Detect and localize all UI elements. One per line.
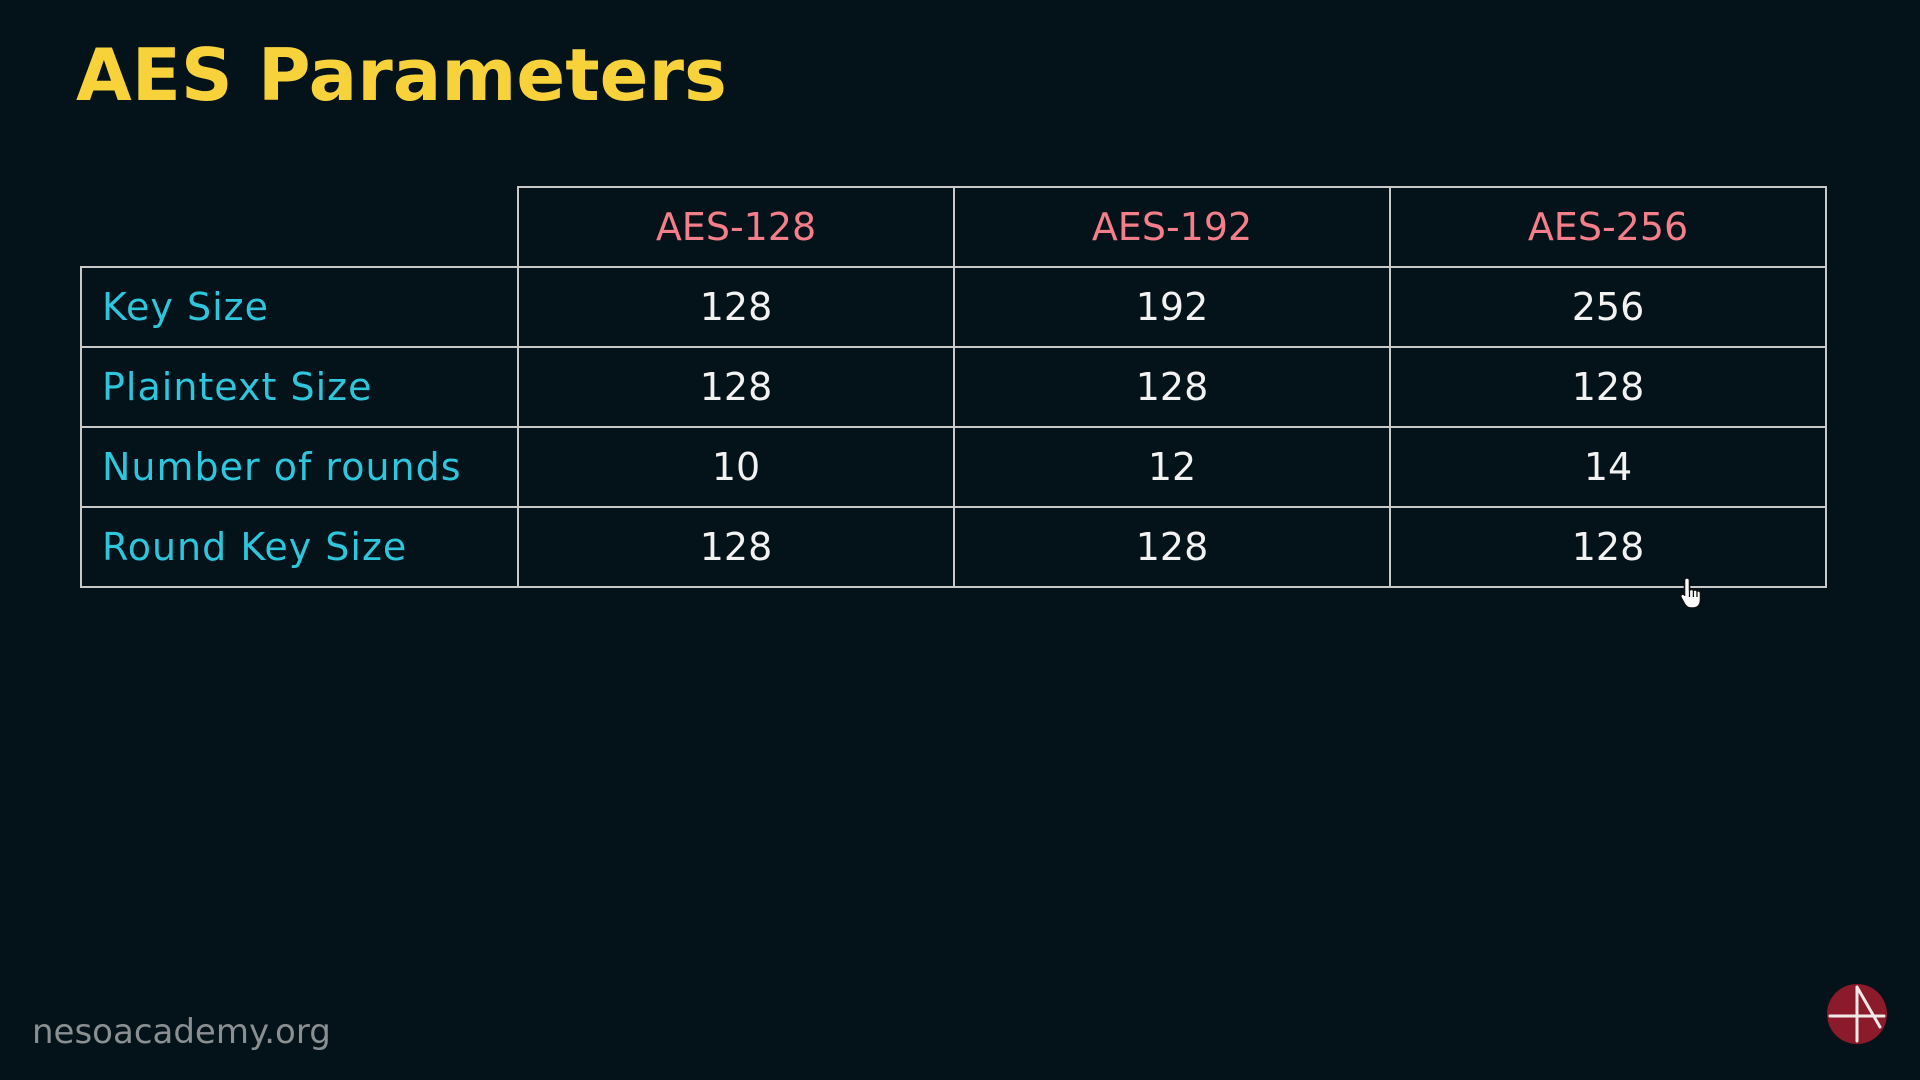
slide-title: AES Parameters [76, 33, 727, 117]
table-header-row: AES-128 AES-192 AES-256 [81, 186, 1827, 268]
table-cell: 10 [517, 426, 955, 508]
row-label-number-of-rounds: Number of rounds [80, 426, 519, 508]
table-row: Key Size 128 192 256 [80, 266, 1827, 348]
row-label-round-key-size: Round Key Size [80, 506, 519, 588]
table-cell: 192 [953, 266, 1391, 348]
table-row: Round Key Size 128 128 128 [80, 506, 1827, 588]
neso-academy-logo-icon [1827, 984, 1887, 1044]
table-cell: 128 [1389, 506, 1827, 588]
table-cell: 14 [1389, 426, 1827, 508]
table-cell: 256 [1389, 266, 1827, 348]
column-header-aes-128: AES-128 [517, 186, 955, 268]
table-corner-cell [81, 187, 519, 268]
table-row: Number of rounds 10 12 14 [80, 426, 1827, 508]
column-header-aes-192: AES-192 [953, 186, 1391, 268]
aes-parameters-table: AES-128 AES-192 AES-256 Key Size 128 192… [80, 186, 1827, 588]
table-cell: 128 [517, 346, 955, 428]
table-cell: 128 [953, 346, 1391, 428]
table-cell: 12 [953, 426, 1391, 508]
row-label-plaintext-size: Plaintext Size [80, 346, 519, 428]
table-cell: 128 [953, 506, 1391, 588]
watermark: nesoacademy.org [32, 1012, 331, 1052]
table-cell: 128 [517, 266, 955, 348]
table-row: Plaintext Size 128 128 128 [80, 346, 1827, 428]
table-cell: 128 [517, 506, 955, 588]
column-header-aes-256: AES-256 [1389, 186, 1827, 268]
row-label-key-size: Key Size [80, 266, 519, 348]
hand-pointer-icon [1679, 577, 1702, 609]
table-cell: 128 [1389, 346, 1827, 428]
